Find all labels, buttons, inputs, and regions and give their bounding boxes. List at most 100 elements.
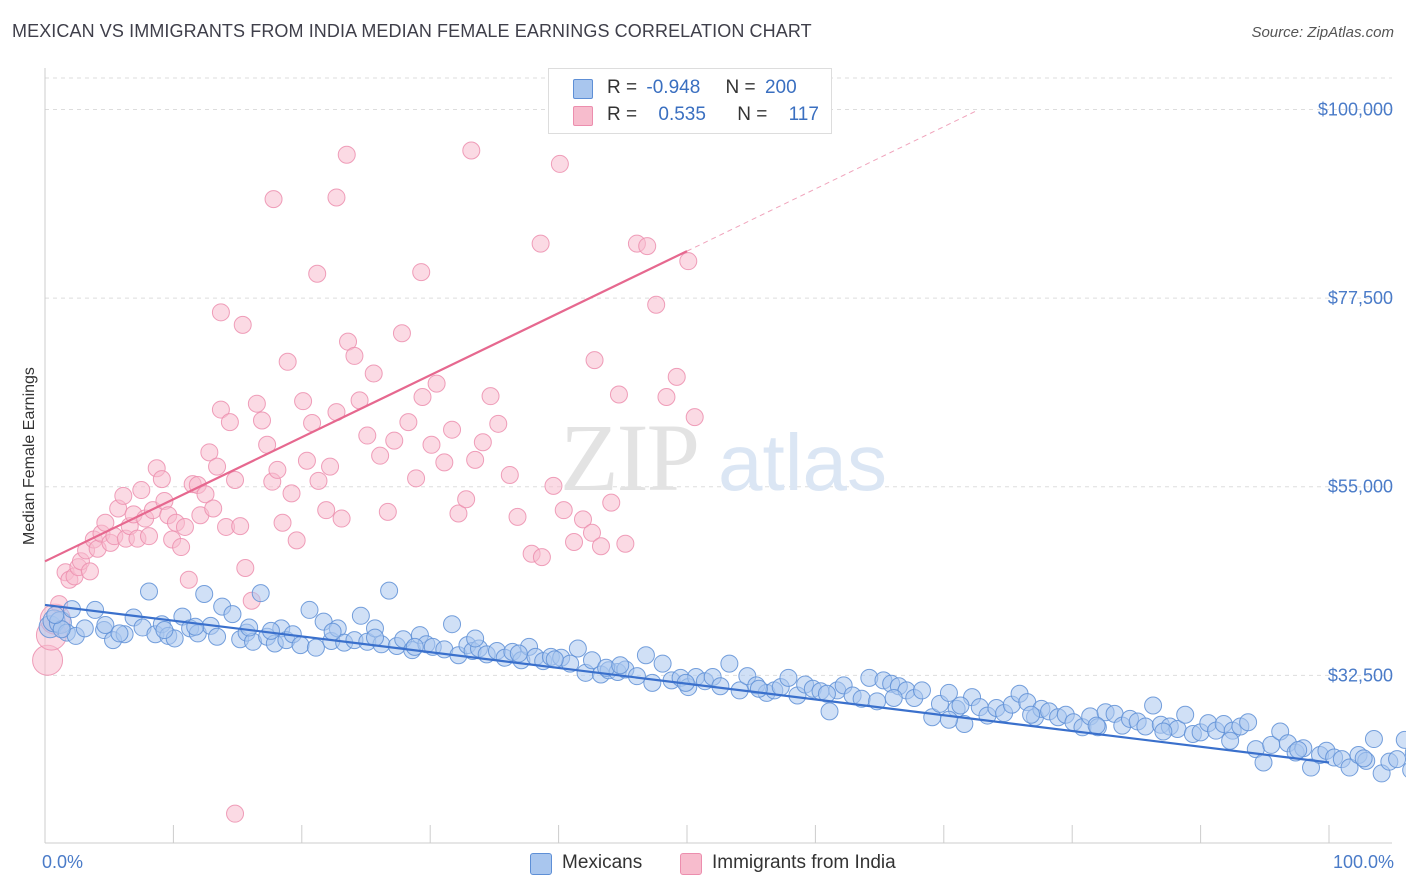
- india-swatch: [680, 853, 702, 875]
- india-point: [247, 394, 266, 413]
- chart-title: MEXICAN VS IMMIGRANTS FROM INDIA MEDIAN …: [12, 21, 812, 41]
- mexican-point: [365, 628, 384, 647]
- mexican-point: [300, 600, 319, 619]
- mexican-point: [405, 637, 424, 656]
- mexican-point: [582, 651, 601, 670]
- mexican-point: [939, 683, 958, 702]
- mexican-point: [1354, 749, 1373, 768]
- mexican-point: [643, 673, 662, 692]
- stats-legend: R = -0.948 N = 200 R = 0.535 N = 117: [548, 68, 832, 134]
- mexican-point: [223, 605, 242, 624]
- india-point: [591, 537, 610, 556]
- mexican-point: [186, 617, 205, 636]
- india-point: [200, 443, 219, 462]
- trend-lines: [44, 110, 1330, 764]
- mexican-points: [38, 581, 1406, 783]
- india-point: [226, 804, 245, 823]
- mexican-point: [653, 654, 672, 673]
- india-point: [407, 469, 426, 488]
- mexican-point: [749, 679, 768, 698]
- mexican-point: [1340, 758, 1359, 777]
- india-point: [211, 303, 230, 322]
- n-value: 200: [764, 77, 797, 98]
- mexican-point: [306, 638, 325, 657]
- mexican-point: [884, 688, 903, 707]
- india-point: [282, 484, 301, 503]
- mexican-point: [443, 615, 462, 634]
- mexicans-swatch: [573, 79, 593, 99]
- india-point: [462, 141, 481, 160]
- mexican-point: [291, 636, 310, 655]
- mexican-point: [380, 581, 399, 600]
- mexican-point: [912, 681, 931, 700]
- india-point: [585, 351, 604, 370]
- mexican-point: [1087, 716, 1106, 735]
- india-point: [220, 413, 239, 432]
- x-axis-max-label: 100.0%: [1332, 852, 1394, 872]
- india-point: [364, 364, 383, 383]
- india-point: [268, 460, 287, 479]
- india-point: [657, 387, 676, 406]
- india-point: [531, 234, 550, 253]
- india-point: [473, 433, 492, 452]
- axes: [44, 68, 1392, 844]
- india-point: [457, 490, 476, 509]
- india-point: [204, 499, 223, 518]
- india-point: [554, 501, 573, 520]
- india-point: [297, 451, 316, 470]
- india-point: [264, 190, 283, 209]
- mexican-point: [351, 606, 370, 625]
- mexican-point: [568, 639, 587, 658]
- mexican-point: [720, 654, 739, 673]
- india-point: [231, 517, 250, 536]
- mexican-point: [1289, 740, 1308, 759]
- india-swatch: [573, 106, 593, 126]
- india-point: [371, 446, 390, 465]
- mexican-point: [1302, 758, 1321, 777]
- india-point: [294, 392, 313, 411]
- india-point: [172, 538, 191, 557]
- y-tick-label: $100,000: [1318, 99, 1393, 119]
- mexican-point: [817, 684, 836, 703]
- india-point: [679, 252, 698, 271]
- india-trend-line: [44, 250, 688, 563]
- legend-label: Mexicans: [562, 852, 643, 873]
- india-point: [252, 411, 271, 430]
- mexicans-trend-line: [44, 603, 1330, 764]
- mexican-point: [1022, 705, 1041, 724]
- svg-text:ZIP: ZIP: [560, 404, 698, 511]
- india-point: [140, 527, 159, 546]
- mexican-point: [545, 650, 564, 669]
- mexican-point: [466, 629, 485, 648]
- india-point: [602, 493, 621, 512]
- india-point: [337, 145, 356, 164]
- india-point: [80, 562, 99, 581]
- india-point: [532, 548, 551, 567]
- india-point: [616, 534, 635, 553]
- r-label: R =: [607, 77, 638, 98]
- india-point: [114, 486, 133, 505]
- source-credit: Source: ZipAtlas.com: [1251, 24, 1394, 41]
- india-point: [422, 435, 441, 454]
- india-point: [392, 324, 411, 343]
- svg-text:atlas: atlas: [718, 418, 887, 507]
- y-tick-label: $77,500: [1328, 288, 1393, 308]
- india-point: [435, 453, 454, 472]
- mexican-point: [140, 582, 159, 601]
- india-point: [412, 263, 431, 282]
- india-point: [609, 385, 628, 404]
- gridlines: [45, 77, 1392, 676]
- y-tick-label: $32,500: [1328, 665, 1393, 685]
- india-point: [466, 450, 485, 469]
- mexican-point: [951, 696, 970, 715]
- india-point: [321, 457, 340, 476]
- india-point: [152, 470, 171, 489]
- india-point: [489, 414, 508, 433]
- n-label: N =: [737, 104, 768, 125]
- mexican-point: [1388, 750, 1406, 769]
- india-point: [132, 481, 151, 500]
- mexican-point: [195, 585, 214, 604]
- mexican-point: [1154, 722, 1173, 741]
- india-point: [647, 295, 666, 314]
